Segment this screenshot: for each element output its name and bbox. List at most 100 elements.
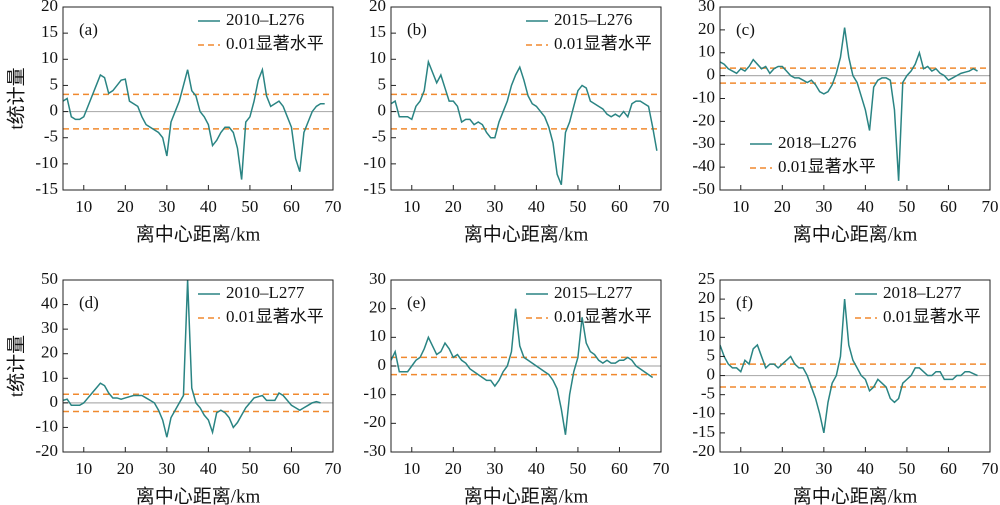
legend-label: 2018–L277 [883, 283, 962, 302]
x-tick-label: 40 [200, 459, 217, 478]
legend-label: 2010–L276 [226, 10, 304, 29]
x-tick-label: 20 [774, 459, 791, 478]
x-tick-label: 60 [611, 459, 628, 478]
y-tick-label: -30 [692, 133, 715, 152]
y-tick-label: -50 [692, 179, 715, 198]
x-tick-label: 50 [898, 197, 915, 216]
legend-label: 2010–L277 [226, 283, 305, 302]
x-tick-label: 10 [732, 197, 749, 216]
y-tick-label: -20 [692, 441, 715, 460]
x-tick-label: 30 [158, 197, 175, 216]
x-tick-label: 70 [982, 197, 999, 216]
legend-label: 0.01显著水平 [554, 34, 652, 53]
y-tick-label: 15 [698, 307, 715, 326]
y-tick-label: 20 [698, 288, 715, 307]
data-line [720, 27, 978, 181]
y-axis-label: t统计量 [5, 67, 27, 129]
y-tick-label: -10 [692, 87, 715, 106]
x-tick-label: 40 [528, 197, 545, 216]
panel-label: (e) [407, 293, 426, 312]
y-axis-label: t统计量 [5, 335, 27, 397]
y-tick-label: 0 [707, 364, 716, 383]
data-line [63, 280, 321, 438]
x-tick-label: 70 [982, 459, 999, 478]
y-tick-label: -5 [372, 127, 386, 146]
x-tick-label: 40 [200, 197, 217, 216]
y-tick-label: 40 [41, 293, 58, 312]
y-tick-label: -20 [692, 110, 715, 129]
y-tick-label: 10 [41, 367, 58, 386]
y-tick-label: -5 [44, 127, 58, 146]
legend-label: 0.01显著水平 [226, 34, 324, 53]
y-tick-label: 10 [698, 326, 715, 345]
y-tick-label: 20 [369, 298, 386, 317]
x-tick-label: 20 [445, 197, 462, 216]
y-tick-label: 5 [707, 345, 716, 364]
y-tick-label: -10 [692, 403, 715, 422]
x-tick-label: 70 [325, 459, 342, 478]
y-tick-label: 10 [698, 42, 715, 61]
x-tick-label: 20 [445, 459, 462, 478]
legend-label: 2015–L276 [554, 10, 632, 29]
x-tick-label: 30 [158, 459, 175, 478]
y-tick-label: 10 [41, 48, 58, 67]
y-tick-label: 0 [378, 355, 387, 374]
y-tick-label: 30 [698, 0, 715, 15]
x-tick-label: 40 [857, 459, 874, 478]
x-tick-label: 60 [611, 197, 628, 216]
y-tick-label: 10 [369, 326, 386, 345]
x-tick-label: 60 [940, 197, 957, 216]
y-tick-label: 0 [50, 392, 59, 411]
x-tick-label: 40 [528, 459, 545, 478]
y-tick-label: -20 [35, 441, 58, 460]
y-tick-label: 30 [369, 269, 386, 288]
panel-label: (d) [79, 293, 99, 312]
x-tick-label: 30 [815, 197, 832, 216]
y-tick-label: -10 [363, 384, 386, 403]
plot-frame [390, 6, 662, 191]
y-tick-label: -5 [701, 384, 715, 403]
legend-label: 2015–L277 [554, 283, 633, 302]
x-tick-label: 50 [569, 197, 586, 216]
legend-label: 0.01显著水平 [226, 307, 324, 326]
data-line [720, 299, 978, 434]
y-tick-label: 30 [41, 318, 58, 337]
x-tick-label: 10 [732, 459, 749, 478]
x-tick-label: 30 [486, 459, 503, 478]
x-axis-label: 离中心距离/km [793, 223, 918, 245]
x-tick-label: 20 [774, 197, 791, 216]
plot-frame [62, 6, 334, 191]
x-axis-label: 离中心距离/km [464, 485, 589, 505]
x-axis-label: 离中心距离/km [464, 223, 589, 245]
x-tick-label: 30 [815, 459, 832, 478]
x-tick-label: 60 [283, 459, 300, 478]
x-axis-label: 离中心距离/km [136, 223, 261, 245]
legend-label: 0.01显著水平 [883, 307, 981, 326]
y-tick-label: 0 [50, 100, 59, 119]
y-tick-label: -10 [363, 153, 386, 172]
x-tick-label: 50 [241, 197, 258, 216]
y-tick-label: 5 [378, 74, 387, 93]
y-tick-label: 0 [707, 65, 716, 84]
y-tick-label: -10 [35, 153, 58, 172]
y-tick-label: -15 [363, 179, 386, 198]
x-tick-label: 60 [283, 197, 300, 216]
y-tick-label: -30 [363, 441, 386, 460]
x-tick-label: 70 [325, 197, 342, 216]
x-tick-label: 70 [653, 197, 670, 216]
data-line [63, 66, 325, 180]
x-tick-label: 30 [486, 197, 503, 216]
x-tick-label: 10 [75, 197, 92, 216]
y-tick-label: 20 [698, 19, 715, 38]
panel-label: (c) [736, 20, 755, 39]
y-tick-label: -40 [692, 156, 715, 175]
x-tick-label: 70 [653, 459, 670, 478]
y-tick-label: 10 [369, 48, 386, 67]
plot-frame [719, 279, 991, 453]
plot-frame [62, 279, 334, 453]
y-tick-label: -15 [692, 422, 715, 441]
legend-label: 2018–L276 [778, 133, 856, 152]
x-tick-label: 10 [75, 459, 92, 478]
y-tick-label: 25 [698, 269, 715, 288]
